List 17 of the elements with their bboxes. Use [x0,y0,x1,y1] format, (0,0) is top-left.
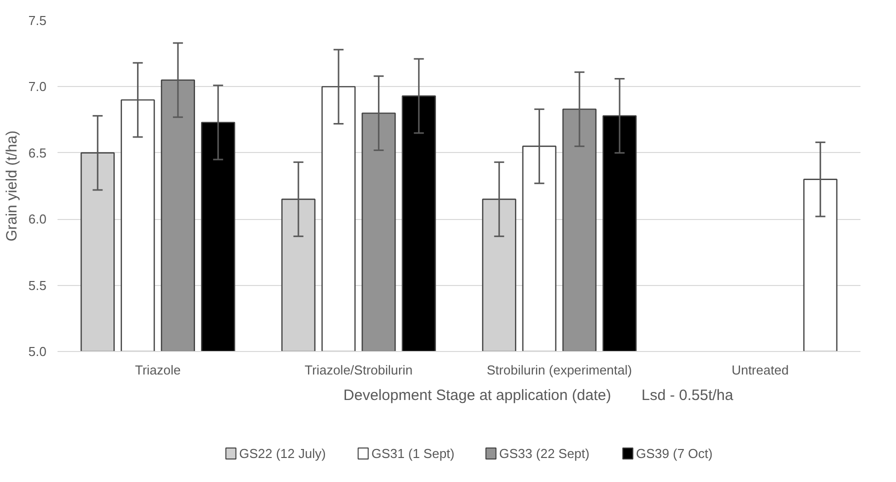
legend-label: GS39 (7 Oct) [636,446,713,461]
y-tick-label: 6.5 [28,145,47,160]
y-tick-label: 7.0 [28,79,47,94]
x-tick-label: Strobilurin (experimental) [486,362,632,378]
legend-label: GS22 (12 July) [239,446,326,461]
y-tick-label: 5.0 [28,344,47,359]
y-tick-label: 5.5 [28,278,47,293]
y-axis-title: Grain yield (t/ha) [3,130,20,242]
x-tick-label: Triazole [135,362,181,378]
text: Lsd - 0.55t/ha [642,387,734,404]
legend-label: GS31 (1 Sept) [371,446,455,461]
x-tick-label: Triazole/Strobilurin [304,362,413,378]
x-tick-label: Untreated [732,362,789,378]
y-tick-label: 6.0 [28,212,47,227]
x-axis-title: Development Stage at application (date) [343,387,612,404]
legend-label: GS33 (22 Sept) [499,446,590,461]
y-tick-label: 7.5 [28,13,47,28]
